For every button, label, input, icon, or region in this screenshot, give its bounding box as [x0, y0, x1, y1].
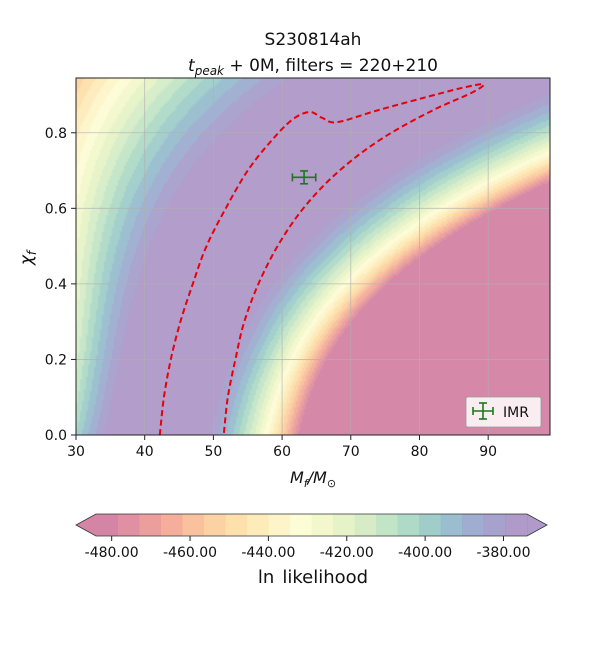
colorbar-segment-10 — [311, 514, 334, 536]
plot-area — [75, 77, 551, 436]
xlabel-sub-f: f — [304, 477, 310, 490]
colorbar-segment-9 — [289, 514, 312, 536]
colorbar-segment-16 — [440, 514, 463, 536]
y-axis-label: χf — [17, 249, 39, 266]
subtitle-sub: peak — [194, 64, 225, 78]
colorbar-segment-17 — [462, 514, 485, 536]
chart-title: S230814ah — [265, 30, 362, 50]
x-tick-label-6: 90 — [479, 444, 497, 460]
colorbar-segment-13 — [376, 514, 399, 536]
imr-point — [291, 170, 317, 185]
legend: IMR — [465, 396, 542, 428]
colorbar-tick-label-4: -400.00 — [398, 545, 452, 561]
grid-lines — [76, 78, 550, 435]
colorbar-segment-3 — [160, 514, 183, 536]
xlabel-m2: M — [313, 468, 327, 487]
colorbar-tick-label-0: -480.00 — [85, 545, 139, 561]
x-tick-label-5: 80 — [411, 444, 429, 460]
colorbar-segment-12 — [354, 514, 377, 536]
colorbar-segment-4 — [182, 514, 205, 536]
colorbar-segment-15 — [419, 514, 442, 536]
subtitle-t: t — [188, 56, 196, 76]
x-tick-label-4: 70 — [342, 444, 360, 460]
colorbar-tick-label-1: -460.00 — [163, 545, 217, 561]
y-tick-label-2: 0.4 — [45, 277, 67, 293]
colorbar-tick-label-3: -420.00 — [320, 545, 374, 561]
legend-label-imr: IMR — [503, 405, 529, 421]
colorbar-segment-11 — [333, 514, 355, 536]
x-axis-ticks: 30 40 50 60 70 80 90 — [67, 435, 497, 460]
colorbar-segments — [96, 514, 528, 536]
y-axis-ticks: 0.0 0.2 0.4 0.6 0.8 — [45, 126, 76, 444]
xlabel-slash: / — [306, 468, 315, 487]
legend-marker-imr — [472, 402, 494, 420]
colorbar-segment-14 — [397, 514, 420, 536]
plot-frame — [75, 77, 551, 436]
x-tick-label-2: 50 — [204, 444, 222, 460]
y-tick-label-3: 0.6 — [45, 201, 67, 217]
colorbar-tick-label-2: -440.00 — [241, 545, 295, 561]
colorbar-label: ln likelihood — [258, 567, 368, 588]
colorbar-segment-1 — [117, 514, 140, 536]
credible-contour-dashed — [158, 83, 485, 435]
colorbar-segment-18 — [483, 514, 506, 536]
xlabel-sub-sun: ⊙ — [327, 477, 336, 490]
colorbar-extend-left — [76, 514, 96, 536]
colorbar-segment-6 — [225, 514, 248, 536]
chart-subtitle: tpeak + 0M, filters = 220+210 — [188, 56, 438, 78]
y-tick-label-1: 0.2 — [45, 352, 67, 368]
colorbar-tick-label-5: -380.00 — [476, 545, 530, 561]
colorbar: -480.00 -460.00 -440.00 -420.00 -400.00 -380.… — [75, 513, 548, 588]
colorbar-label-likelihood: likelihood — [282, 567, 368, 588]
colorbar-extend-right — [527, 514, 547, 536]
y-tick-label-0: 0.0 — [45, 428, 67, 444]
ylabel-sub: f — [25, 249, 39, 255]
colorbar-segment-5 — [203, 514, 226, 536]
colorbar-segment-8 — [268, 514, 291, 536]
ylabel-chi: χ — [17, 254, 37, 266]
colorbar-segment-7 — [246, 514, 269, 536]
x-tick-label-0: 30 — [67, 444, 85, 460]
xlabel-m: M — [290, 468, 304, 487]
colorbar-outline — [75, 513, 548, 537]
x-tick-label-1: 40 — [136, 444, 154, 460]
likelihood-heatmap — [76, 78, 550, 435]
colorbar-segment-0 — [96, 514, 118, 536]
colorbar-segment-2 — [139, 514, 162, 536]
colorbar-ticks: -480.00 -460.00 -440.00 -420.00 -400.00 -380.… — [85, 536, 531, 561]
y-tick-label-4: 0.8 — [45, 126, 67, 142]
subtitle-rest: + 0M, filters = 220+210 — [224, 56, 438, 76]
colorbar-segment-19 — [505, 514, 528, 536]
x-tick-label-3: 60 — [273, 444, 291, 460]
colorbar-label-ln: ln — [258, 567, 274, 588]
x-axis-label: Mf/M⊙ — [290, 468, 336, 490]
